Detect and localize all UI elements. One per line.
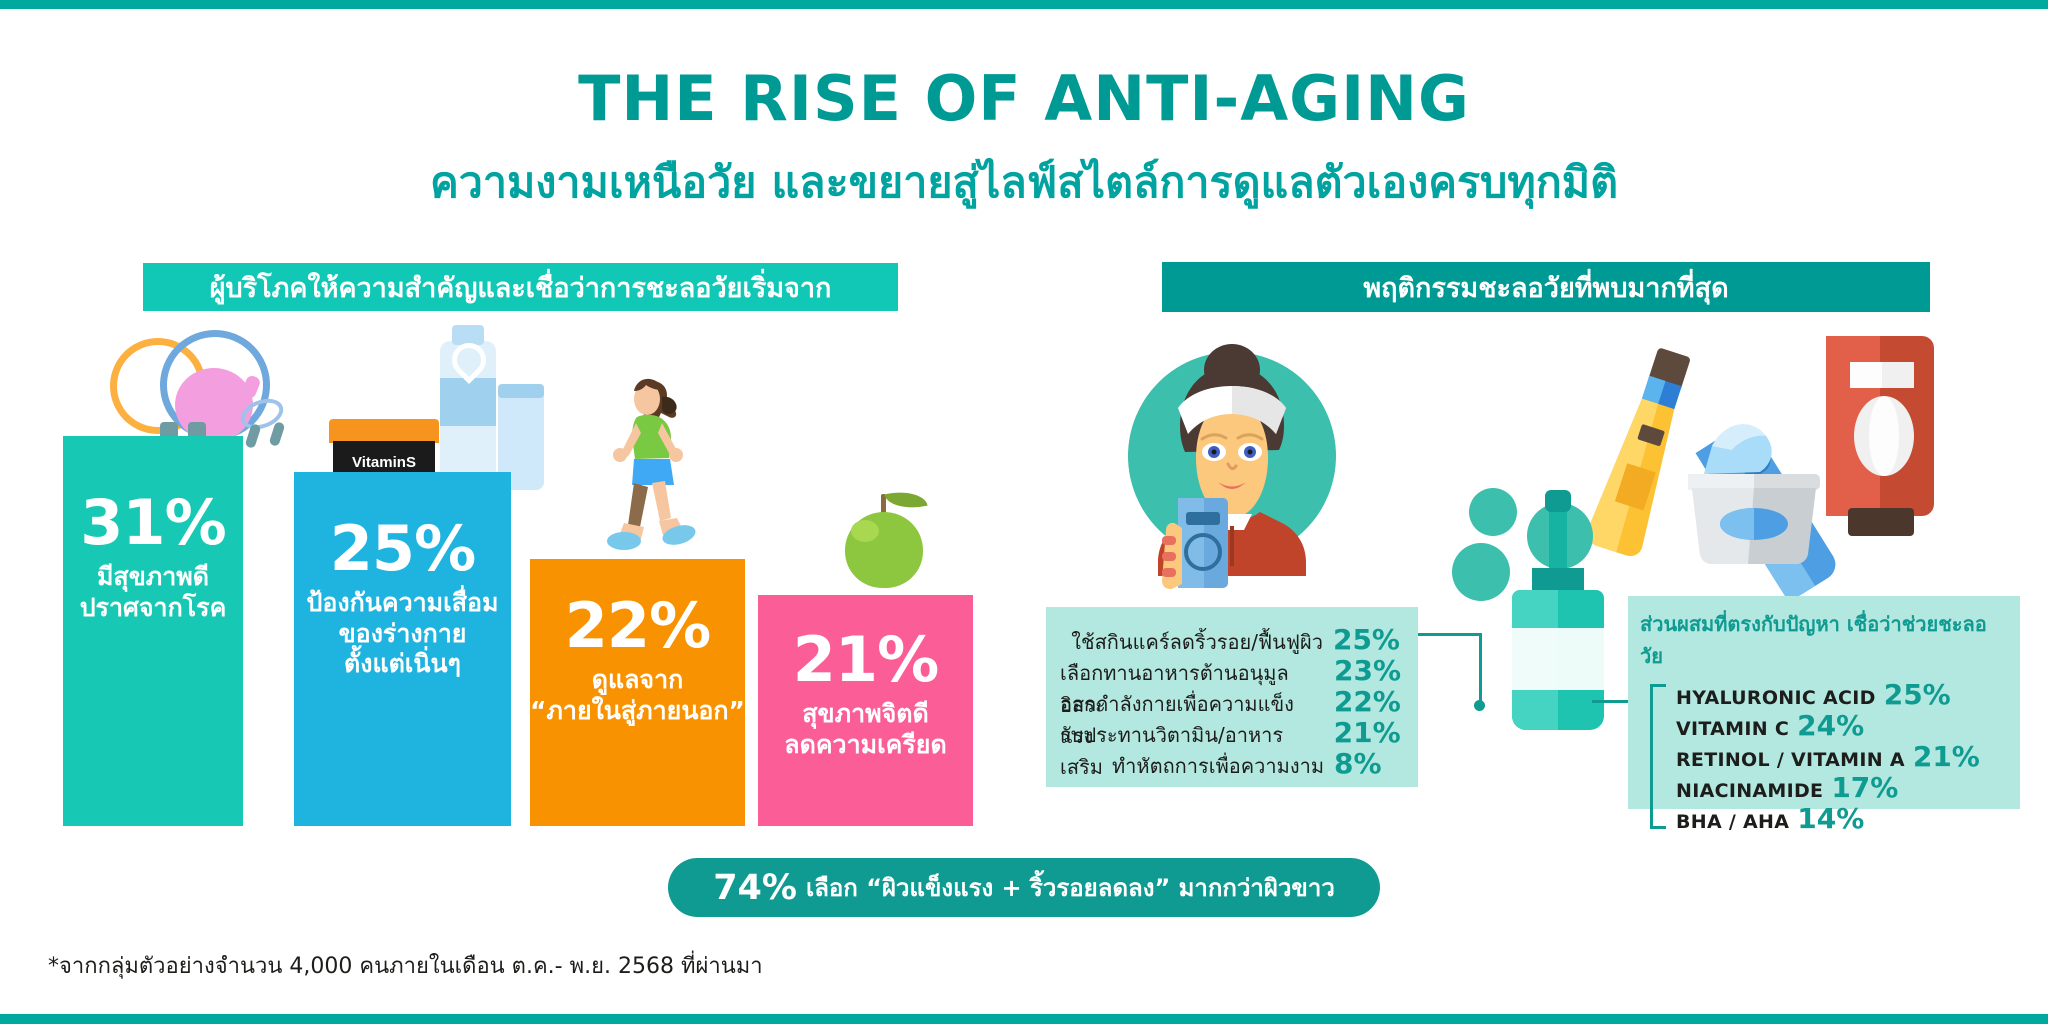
water-bottle-label-icon — [440, 378, 496, 426]
ingredient-name: NIACINAMIDE — [1676, 780, 1824, 802]
behavior-value: 25% — [1332, 623, 1400, 656]
bar-label-line: ลดความเครียด — [784, 729, 947, 759]
ingredient-row: NIACINAMIDE 17% — [1676, 771, 2004, 804]
apple-icon — [845, 512, 923, 588]
ingredient-name: BHA / AHA — [1676, 811, 1790, 833]
summary-text: เลือก “ผิวแข็งแรง + ริ้วรอยลดลง” มากกว่า… — [805, 874, 1335, 902]
ingredients-list: HYALURONIC ACID 25% VITAMIN C 24% RETINO… — [1640, 678, 2004, 835]
behavior-value: 23% — [1334, 654, 1402, 687]
apple-stem-icon — [881, 494, 886, 516]
ingredients-title: ส่วนผสมที่ตรงกับปัญหา เชื่อว่าช่วยชะลอวั… — [1640, 612, 1987, 668]
behavior-label: ออกกำลังกายเพื่อความแข็งแรง — [1060, 692, 1294, 748]
connector-line-behaviors — [1404, 633, 1482, 636]
bar-label-line: “ภายในสู่ภายนอก” — [530, 695, 745, 725]
water-glass-top-icon — [498, 384, 544, 398]
decorative-dot — [1469, 488, 1517, 536]
bar-label: ดูแลจาก “ภายในสู่ภายนอก” — [530, 665, 745, 726]
vitamin-box-label: VitaminS — [352, 453, 416, 471]
behavior-row: ออกกำลังกายเพื่อความแข็งแรง 22% — [1060, 685, 1401, 748]
behavior-label: ใช้สกินแคร์ลดริ้วรอย/ฟื้นฟูผิว — [1071, 630, 1323, 654]
behavior-row: เลือกทานอาหารต้านอนุมูลอิสระ 23% — [1060, 654, 1402, 717]
ingredient-name: RETINOL / VITAMIN A — [1676, 749, 1905, 771]
behavior-label: เลือกทานอาหารต้านอนุมูลอิสระ — [1060, 661, 1289, 717]
bar-percent: 25% — [329, 512, 476, 585]
ingredient-value: 21% — [1912, 740, 1980, 773]
vitamin-box-lid-icon — [329, 419, 439, 443]
behavior-row: ทำหัตถการเพื่อความงาม 8% — [1060, 747, 1400, 780]
ingredient-value: 14% — [1797, 802, 1865, 835]
ingredient-row: HYALURONIC ACID 25% — [1676, 678, 2004, 711]
page-title-en: THE RISE OF ANTI-AGING — [578, 62, 1470, 135]
bar-label-line: มีสุขภาพดี — [96, 562, 210, 591]
behavior-label: รับประทานวิตามิน/อาหารเสริม — [1060, 723, 1284, 779]
cosmetic-products-icon — [1586, 336, 1934, 603]
bar-item: 21% สุขภาพจิตดี ลดความเครียด — [758, 595, 973, 826]
bar-item: 25% ป้องกันความเสื่อม ของร่างกาย ตั้งแต่… — [294, 472, 511, 826]
summary-banner: 74% เลือก “ผิวแข็งแรง + ริ้วรอยลดลง” มาก… — [668, 858, 1380, 917]
bar-item: 31% มีสุขภาพดี ปราศจากโรค — [63, 436, 243, 826]
ingredient-value: 25% — [1883, 678, 1951, 711]
runner-icon — [607, 378, 696, 550]
behavior-label: ทำหัตถการเพื่อความงาม — [1111, 754, 1324, 778]
ingredient-row: BHA / AHA 14% — [1676, 802, 2004, 835]
bar-label-line: ปราศจากโรค — [79, 592, 227, 622]
connector-node — [1474, 700, 1485, 711]
bar-label: มีสุขภาพดี ปราศจากโรค — [80, 562, 227, 623]
behavior-value: 21% — [1333, 716, 1401, 749]
bar-chart: 31% มีสุขภาพดี ปราศจากโรค 25% ป้องกันควา… — [63, 436, 973, 826]
bar-label: สุขภาพจิตดี ลดความเครียด — [784, 699, 946, 760]
connector-line-behaviors-vertical — [1479, 633, 1482, 705]
bar-label: ป้องกันความเสื่อม ของร่างกาย ตั้งแต่เนิ่… — [307, 588, 499, 680]
bottom-rule — [0, 1014, 2048, 1024]
bar-label-line: ป้องกันความเสื่อม — [306, 588, 499, 617]
serum-bottle-neck-icon — [1532, 568, 1584, 594]
water-bottle-cap-icon — [452, 325, 484, 345]
ingredients-panel: ส่วนผสมที่ตรงกับปัญหา เชื่อว่าช่วยชะลอวั… — [1628, 596, 2020, 835]
summary-percent: 74% — [713, 867, 797, 908]
bar-label-line: สุขภาพจิตดี — [802, 699, 929, 728]
behavior-value: 22% — [1333, 685, 1401, 718]
top-rule — [0, 0, 2048, 9]
bar-percent: 21% — [792, 623, 939, 696]
woman-skincare-avatar-icon — [1158, 344, 1306, 590]
decorative-dot — [1452, 543, 1510, 601]
connector-line-ingredients — [1592, 700, 1632, 703]
behavior-row: ใช้สกินแคร์ลดริ้วรอย/ฟื้นฟูผิว 25% — [1060, 623, 1400, 656]
ingredient-value: 24% — [1797, 709, 1865, 742]
bar-item: 22% ดูแลจาก “ภายในสู่ภายนอก” — [530, 559, 745, 826]
behaviors-panel: ใช้สกินแคร์ลดริ้วรอย/ฟื้นฟูผิว 25% เลือก… — [1046, 607, 1418, 787]
bar-label-line: ตั้งแต่เนิ่นๆ — [344, 649, 461, 678]
bar-label-line: ดูแลจาก — [591, 665, 684, 694]
right-section-heading: พฤติกรรมชะลอวัยที่พบมากที่สุด — [1162, 262, 1930, 312]
ingredient-name: VITAMIN C — [1676, 718, 1790, 740]
serum-dropper-icon — [1545, 490, 1571, 570]
serum-bottle-label-icon — [1512, 628, 1604, 690]
behavior-value: 8% — [1334, 747, 1382, 780]
ingredient-value: 17% — [1831, 771, 1899, 804]
bar-label-line: ของร่างกาย — [338, 618, 467, 648]
ingredient-name: HYALURONIC ACID — [1676, 687, 1876, 709]
left-section-heading: ผู้บริโภคให้ความสำคัญและเชื่อว่าการชะลอว… — [143, 263, 898, 311]
page-title-th: ความงามเหนือวัย และขยายสู่ไลฟ์สไตล์การดู… — [429, 158, 1619, 208]
ingredients-bracket — [1650, 684, 1666, 829]
behavior-row: รับประทานวิตามิน/อาหารเสริม 21% — [1060, 716, 1401, 779]
bar-percent: 22% — [564, 589, 711, 662]
ingredient-row: RETINOL / VITAMIN A 21% — [1676, 740, 2004, 773]
ingredient-row: VITAMIN C 24% — [1676, 709, 2004, 742]
bar-percent: 31% — [80, 486, 226, 559]
footnote: *จากกลุ่มตัวอย่างจำนวน 4,000 คนภายในเดือ… — [48, 954, 763, 979]
